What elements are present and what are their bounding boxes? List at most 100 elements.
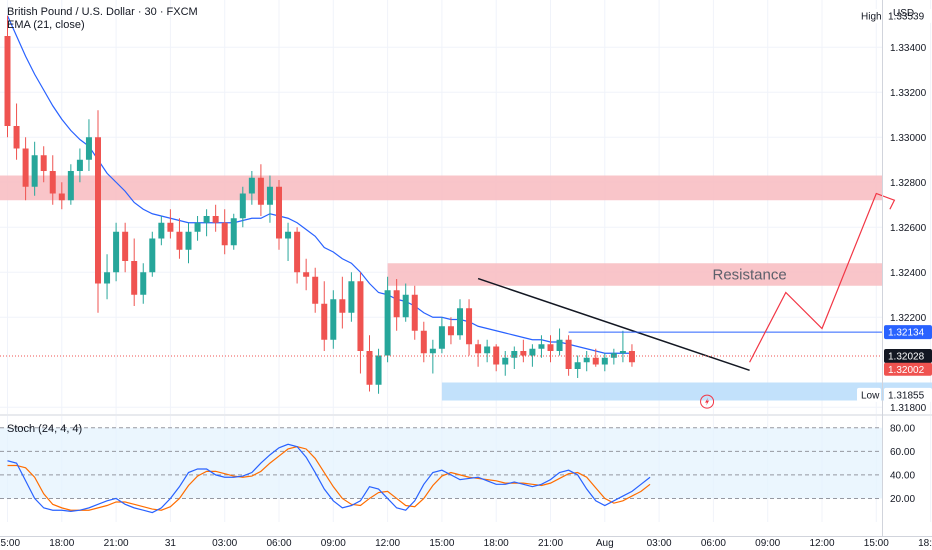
low-value-badge: 1.31855 bbox=[888, 390, 925, 401]
candle bbox=[384, 276, 391, 363]
candle bbox=[248, 171, 255, 205]
candle-body bbox=[140, 272, 147, 295]
candle bbox=[131, 238, 138, 306]
ema-price-badge-bg bbox=[884, 325, 932, 340]
candle-body bbox=[67, 171, 74, 201]
candle bbox=[628, 344, 635, 367]
candle-body bbox=[339, 299, 346, 313]
candle-body bbox=[493, 346, 500, 365]
currency-label[interactable]: USD bbox=[893, 8, 915, 19]
stoch-band bbox=[0, 427, 882, 499]
candle bbox=[266, 175, 273, 223]
candle bbox=[221, 209, 228, 255]
candle-body bbox=[203, 216, 210, 223]
candle bbox=[303, 258, 310, 291]
candle bbox=[212, 204, 219, 232]
candle-body bbox=[511, 351, 518, 358]
candle-body bbox=[484, 346, 491, 354]
candle bbox=[167, 209, 174, 239]
time-tick-label: 12:00 bbox=[375, 538, 400, 549]
candle-body bbox=[276, 186, 282, 239]
last-price-badge: 1.32002 bbox=[888, 365, 925, 376]
candle bbox=[257, 164, 264, 216]
flash-icon-bolt bbox=[705, 397, 710, 406]
candles[interactable] bbox=[4, 15, 635, 394]
candle-body bbox=[420, 330, 427, 354]
flash-icon bbox=[700, 394, 715, 409]
candle bbox=[31, 141, 38, 196]
projection-arrow bbox=[749, 192, 896, 363]
candle-body bbox=[321, 303, 328, 340]
high-value-badge-tag: High bbox=[861, 11, 882, 22]
candle bbox=[203, 209, 210, 237]
time-tick-label: 31 bbox=[165, 538, 177, 549]
candle bbox=[547, 335, 554, 363]
candle bbox=[312, 267, 319, 313]
candle bbox=[194, 216, 201, 241]
time-tick-label: 21:00 bbox=[104, 538, 129, 549]
candle-body bbox=[438, 326, 445, 349]
candle bbox=[13, 103, 20, 160]
time-tick-label: 03:00 bbox=[647, 538, 672, 549]
candle-body bbox=[13, 126, 20, 149]
candle-body bbox=[547, 344, 554, 351]
candle-body bbox=[610, 353, 617, 358]
candle bbox=[493, 344, 500, 372]
price-tick-label: 1.33000 bbox=[890, 133, 927, 144]
price-tick-label: 1.32400 bbox=[890, 268, 927, 279]
candle bbox=[592, 348, 599, 367]
candle-body bbox=[257, 177, 264, 205]
candle-body bbox=[312, 276, 319, 304]
candle-body bbox=[230, 218, 237, 246]
stoch-indicator-label: Stoch (24, 4, 4) bbox=[7, 423, 83, 435]
candle-body bbox=[330, 299, 337, 340]
low-value-badge-tag: Low bbox=[861, 390, 880, 401]
candle-body bbox=[76, 159, 83, 171]
candle bbox=[411, 285, 418, 340]
candle-body bbox=[131, 261, 138, 295]
candle-body bbox=[85, 137, 92, 160]
candle bbox=[402, 283, 409, 322]
candle-body bbox=[475, 344, 482, 354]
candle-body bbox=[31, 155, 38, 187]
candle bbox=[502, 351, 509, 376]
time-tick-label: 12:00 bbox=[809, 538, 834, 549]
candle-body bbox=[601, 357, 608, 365]
zones: Resistance bbox=[0, 175, 932, 401]
candle bbox=[149, 231, 156, 277]
candle bbox=[76, 148, 83, 183]
candle-body bbox=[556, 339, 563, 351]
close-price-badge: 1.32028 bbox=[888, 351, 925, 362]
candle bbox=[95, 110, 101, 313]
candle bbox=[475, 339, 482, 367]
stoch-tick-label: 20.00 bbox=[890, 494, 915, 505]
stoch-tick-label: 80.00 bbox=[890, 423, 915, 434]
candle bbox=[339, 276, 346, 329]
candle bbox=[429, 339, 436, 374]
drawings bbox=[0, 192, 896, 409]
stoch-lines bbox=[7, 443, 651, 514]
high-value-badge-bg bbox=[884, 8, 932, 23]
time-tick-label: 21:00 bbox=[538, 538, 563, 549]
candle bbox=[457, 299, 463, 340]
close-price-badge-bg bbox=[884, 348, 932, 363]
candle-body bbox=[40, 155, 47, 171]
candle bbox=[294, 227, 301, 284]
candle bbox=[285, 222, 292, 261]
candle bbox=[601, 353, 608, 372]
candle bbox=[438, 317, 445, 354]
candle bbox=[520, 339, 527, 363]
candle-body bbox=[393, 290, 400, 318]
candle-body bbox=[366, 351, 373, 385]
candle-body bbox=[357, 281, 364, 351]
resistance-label: Resistance bbox=[712, 267, 786, 284]
candle-body bbox=[158, 222, 165, 239]
candle-body bbox=[402, 294, 409, 318]
candle-body bbox=[49, 171, 56, 194]
candle-body bbox=[583, 357, 590, 363]
candle bbox=[239, 186, 246, 228]
candle bbox=[484, 339, 491, 363]
time-tick-label: 06:00 bbox=[266, 538, 291, 549]
